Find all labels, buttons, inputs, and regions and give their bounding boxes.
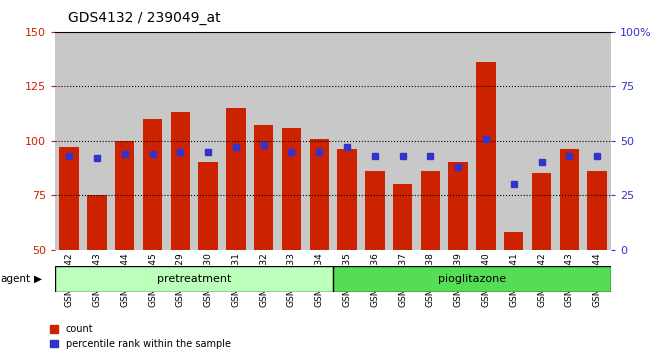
- Text: ▶: ▶: [34, 274, 42, 284]
- Bar: [170, 113, 190, 250]
- Bar: [588, 171, 607, 250]
- Bar: [472, 32, 500, 250]
- Bar: [250, 32, 278, 250]
- Bar: [532, 173, 551, 250]
- Bar: [528, 32, 556, 250]
- Bar: [500, 32, 528, 250]
- Bar: [555, 32, 583, 250]
- Bar: [448, 162, 468, 250]
- Bar: [306, 32, 333, 250]
- Bar: [278, 32, 306, 250]
- Bar: [55, 32, 83, 250]
- Bar: [59, 147, 79, 250]
- Bar: [361, 32, 389, 250]
- Bar: [194, 32, 222, 250]
- Bar: [417, 32, 445, 250]
- Bar: [138, 32, 166, 250]
- Bar: [115, 141, 135, 250]
- Bar: [583, 32, 611, 250]
- Bar: [445, 32, 472, 250]
- Bar: [504, 232, 523, 250]
- Text: agent: agent: [1, 274, 31, 284]
- Text: GDS4132 / 239049_at: GDS4132 / 239049_at: [68, 11, 221, 25]
- Bar: [476, 62, 496, 250]
- Bar: [226, 108, 246, 250]
- Bar: [393, 184, 412, 250]
- Bar: [222, 32, 250, 250]
- Bar: [87, 195, 107, 250]
- Bar: [254, 125, 274, 250]
- Bar: [560, 149, 579, 250]
- Bar: [389, 32, 417, 250]
- Bar: [333, 32, 361, 250]
- Bar: [337, 149, 357, 250]
- Text: pretreatment: pretreatment: [157, 274, 231, 284]
- Bar: [55, 266, 333, 292]
- Bar: [365, 171, 385, 250]
- Bar: [333, 266, 611, 292]
- Bar: [281, 128, 301, 250]
- Legend: count, percentile rank within the sample: count, percentile rank within the sample: [50, 324, 231, 349]
- Bar: [309, 138, 329, 250]
- Bar: [198, 162, 218, 250]
- Bar: [166, 32, 194, 250]
- Bar: [83, 32, 111, 250]
- Text: pioglitazone: pioglitazone: [438, 274, 506, 284]
- Bar: [143, 119, 162, 250]
- Bar: [111, 32, 138, 250]
- Bar: [421, 171, 440, 250]
